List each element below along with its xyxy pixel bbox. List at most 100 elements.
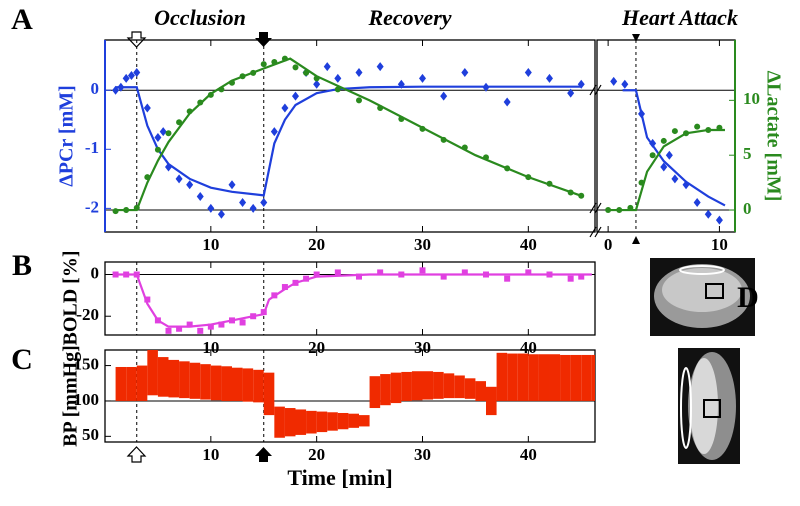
bp-range [591,354,595,401]
data-point [660,162,668,172]
data-point [291,91,299,101]
fit-line [115,273,592,328]
data-point [260,197,268,207]
data-point [503,97,511,107]
bp-range [443,373,455,399]
panel-letter: A [11,3,33,36]
data-point [461,269,468,276]
data-point [292,64,299,71]
y2-tick-label: 5 [743,144,752,163]
bp-range [221,366,232,401]
data-point [671,128,678,135]
data-point [186,321,193,328]
data-point [355,97,362,104]
x-tick-label: 10 [202,235,219,254]
data-point [133,67,141,77]
data-point [239,197,247,207]
panel-letter: C [11,343,33,376]
data-point [694,123,701,130]
y-tick-label: 50 [82,425,99,444]
data-point [260,61,267,68]
bp-range [369,376,381,409]
data-point [418,73,426,83]
data-point [159,127,167,137]
data-point [440,273,447,280]
x-tick-label: 10 [202,338,219,357]
data-point [545,73,553,83]
data-point [377,269,384,276]
bp-range [147,350,158,396]
x-axis-label: Time [min] [287,465,392,490]
data-point [334,73,342,83]
bp-range [570,354,582,401]
data-point [217,209,225,219]
data-point [281,284,288,291]
data-point [524,67,532,77]
y-tick-label: 0 [91,79,100,98]
x-tick-label: 20 [308,235,325,254]
bp-range [401,371,412,401]
bp-range [380,374,391,406]
plot-frame [104,261,596,336]
bp-range [157,357,169,397]
y-axis-label: BOLD [%] [60,251,82,346]
data-point [143,103,151,113]
bp-range [560,354,571,401]
data-point [715,215,723,225]
bp-range [274,406,285,438]
bp-range [528,354,539,401]
x-tick-label: 40 [520,445,537,464]
data-point [660,137,667,144]
bp-range [485,386,497,416]
data-point [175,174,183,184]
x-tick-label: 30 [414,235,431,254]
data-point [176,325,183,332]
data-point [207,323,214,330]
bp-range [126,366,137,401]
data-point [228,180,236,190]
data-point [207,203,215,213]
bp-range [549,354,561,401]
bp-range [390,372,402,404]
data-point [693,197,701,207]
data-point [649,152,656,159]
y-tick-label: 100 [74,390,100,409]
x-tick-label: 0 [604,235,613,254]
x-tick-label: 30 [414,338,431,357]
bp-range [210,365,222,401]
x-tick-label: 30 [414,445,431,464]
bp-range [327,412,338,431]
bp-range [581,354,592,401]
x-tick-label: 40 [520,338,537,357]
bp-range [263,372,275,416]
y-axis-label: BP [mmHg] [60,345,82,447]
data-point [610,76,618,86]
bp-range [454,375,465,399]
bp-range [284,408,296,437]
x-tick-label: 20 [308,338,325,357]
bp-range [538,354,550,401]
x-tick-label: 10 [202,445,219,464]
data-point [154,132,162,142]
bp-range [179,361,190,399]
bp-range [115,366,127,401]
data-point [281,103,289,113]
y2-tick-label: 10 [743,89,760,108]
y-tick-label: -1 [85,138,99,157]
data-point [176,119,183,126]
data-point [355,273,362,280]
panel-letter: D [737,281,759,314]
data-point [376,62,384,72]
bp-range [464,378,476,399]
data-point [704,209,712,219]
bp-range [231,367,243,401]
bp-range [496,352,508,401]
y-axis-label: ΔPCr [mM] [56,85,78,187]
data-point [186,180,194,190]
data-point [323,62,331,72]
bp-range [337,412,349,430]
data-point [249,203,257,213]
annotation: Heart Attack [621,5,738,30]
panel-letter: B [12,249,32,282]
